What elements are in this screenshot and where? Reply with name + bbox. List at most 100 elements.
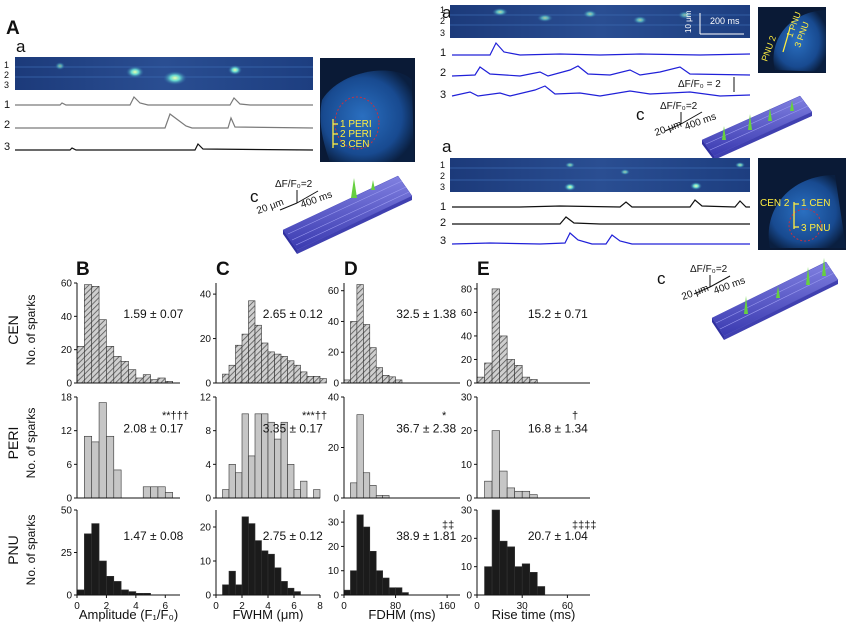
hist-B-peri-significance: **†††	[162, 410, 189, 422]
hist-C-peri-bar	[274, 438, 282, 499]
hist-C-peri-bar	[248, 455, 256, 499]
fluorescence-trace-3	[451, 85, 751, 97]
hist-C-peri-bar	[235, 472, 243, 499]
hist-E-peri-bar	[529, 494, 538, 499]
hist-B-pnu-x-tick-label: 2	[104, 601, 110, 612]
hist-C-cen-bar	[267, 351, 275, 384]
linescan-row-label: 1	[440, 5, 445, 15]
scale-df: ΔF/F₀=2	[275, 179, 313, 190]
hist-C-pnu-bar	[274, 567, 282, 596]
linescan-image	[450, 5, 750, 38]
scale-axes	[693, 275, 731, 295]
scale-y: 20 μm	[653, 119, 683, 139]
hist-B-cen-y-tick-label: 0	[66, 379, 72, 390]
hist-B-peri-bar	[164, 492, 173, 499]
hist-B-peri-bar	[84, 435, 93, 499]
hist-C-cen-bar	[300, 371, 308, 384]
hist-C-cen-y-tick-label: 20	[200, 334, 212, 345]
trace-label: 1	[4, 99, 10, 111]
hist-B-cen-y-tick-label: 60	[61, 279, 73, 290]
fluorescence-trace-3	[15, 142, 314, 151]
hist-B-pnu-y-tick-label: 25	[61, 548, 73, 559]
hist-B-peri-bar	[106, 435, 115, 499]
hist-B-peri-bar	[113, 469, 122, 499]
sub-label-c: c	[657, 269, 666, 288]
hist-D-pnu-y-tick-label: 10	[328, 566, 340, 577]
hist-D-cen-bar	[388, 376, 396, 384]
fluorescence-trace-2	[15, 113, 314, 129]
hist-C-pnu-bar	[254, 540, 262, 596]
hist-E-peri-y-tick-label: 0	[466, 494, 472, 505]
hist-D-peri-bar	[350, 482, 358, 499]
hist-E-cen-bar	[506, 359, 515, 384]
panel-label-A: A	[6, 18, 20, 39]
hist-E-peri-y-tick-label: 10	[461, 460, 473, 471]
region-label: 3 PNU	[801, 223, 830, 234]
hist-B-pnu-x-tick-label: 4	[133, 601, 139, 612]
hist-B-pnu-x-tick-label: 0	[74, 601, 80, 612]
hist-B-cen-bar	[120, 361, 129, 384]
hist-B-cen-bar	[157, 377, 166, 384]
hist-B-peri-bar	[142, 486, 151, 499]
hist-C-pnu-stat: 2.75 ± 0.12	[263, 529, 323, 543]
hist-E-peri-bar	[499, 470, 508, 499]
hist-C-pnu-y-tick-label: 20	[200, 523, 212, 534]
hist-E-pnu-x-axis-label: Rise time (ms)	[492, 607, 576, 622]
hist-C-peri-bar	[241, 413, 249, 499]
hist-C-pnu-bar	[228, 570, 236, 596]
linescan-row-label: 3	[440, 182, 445, 192]
sub-label-c: c	[636, 105, 645, 124]
hist-B-peri-y-tick-label: 12	[61, 426, 73, 437]
hist-E-peri-stat: 16.8 ± 1.34	[528, 421, 588, 435]
hist-B-pnu-bar	[84, 533, 93, 596]
hist-D-cen-y-tick-label: 20	[328, 348, 340, 359]
hist-E-peri-y-tick-label: 20	[461, 426, 473, 437]
hist-B-cen-bar	[98, 319, 107, 384]
hist-E-pnu-bar	[484, 566, 493, 596]
hist-B-cen-bar	[91, 286, 100, 384]
hist-E-peri-y-tick-label: 30	[461, 393, 473, 404]
hist-C-cen-bar	[254, 324, 262, 384]
fluorescence-trace-1	[15, 95, 313, 106]
hist-D-cen-y-tick-label: 60	[328, 286, 340, 297]
hist-D-pnu-significance: ‡‡	[442, 520, 454, 532]
row-label-pnu: PNU	[5, 535, 21, 565]
hist-E-pnu-bar	[536, 586, 546, 596]
linescan-row-label: 1	[440, 160, 445, 170]
hist-C-peri-y-tick-label: 12	[200, 393, 212, 404]
hist-B-pnu-bar	[120, 589, 129, 596]
hist-E-pnu-bar	[521, 563, 531, 596]
hist-B-peri-bar	[157, 486, 166, 499]
hist-D-peri-y-tick-label: 20	[328, 443, 340, 454]
row-label-cen: CEN	[5, 315, 21, 345]
panel-label-B: B	[76, 259, 90, 280]
cell-image	[758, 158, 846, 250]
hist-C-peri-bar	[222, 489, 230, 499]
linescan-row-label: 2	[4, 70, 9, 80]
hist-D-cen-bar	[363, 324, 371, 384]
scale-x: 400 ms	[712, 275, 747, 297]
hist-B-peri-stat: 2.08 ± 0.17	[123, 421, 183, 435]
scale-df: ΔF/F₀=2	[690, 264, 728, 275]
hist-D-cen-stat: 32.5 ± 1.38	[396, 307, 456, 321]
hist-E-pnu-x-tick-label: 60	[562, 601, 574, 612]
hist-C-cen-bar	[313, 376, 321, 384]
hist-D-pnu-y-tick-label: 20	[328, 542, 340, 553]
hist-C-cen-bar	[248, 300, 256, 384]
hist-C-cen-bar	[274, 353, 282, 384]
hist-B-peri-bar	[98, 402, 107, 499]
hist-C-peri-significance: ***††	[302, 410, 327, 422]
surface-plot	[711, 258, 839, 340]
hist-C-peri-y-tick-label: 4	[205, 460, 211, 471]
hist-D-cen-y-tick-label: 40	[328, 317, 340, 328]
scalebar-ms: 200 ms	[710, 16, 740, 26]
region-label: 3 CEN	[340, 139, 369, 150]
hist-E-cen-bar	[529, 379, 538, 384]
hist-D-pnu-x-axis-label: FDHM (ms)	[368, 607, 435, 622]
hist-C-peri-bar	[228, 464, 236, 499]
hist-C-cen-bar	[261, 342, 269, 384]
region-label: CEN 2	[760, 198, 790, 209]
hist-B-pnu-stat: 1.47 ± 0.08	[123, 529, 183, 543]
